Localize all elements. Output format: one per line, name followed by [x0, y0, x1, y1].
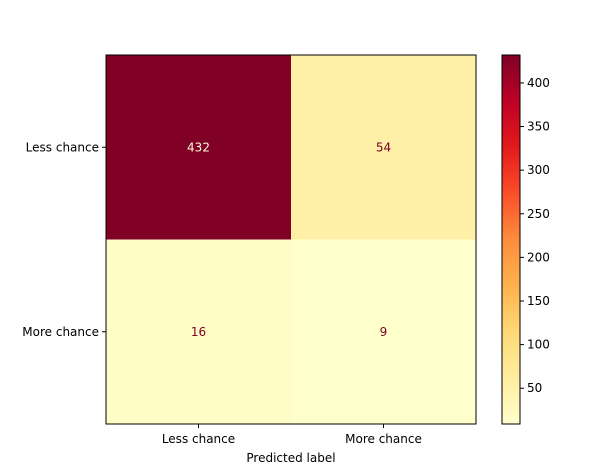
colorbar-tick-label: 100 [527, 338, 550, 352]
x-axis: Less chance More chance [162, 424, 422, 446]
heatmap-cell [106, 239, 292, 425]
plot-frame [105, 54, 477, 425]
y-tick-label: Less chance [26, 140, 99, 154]
y-tick-label: More chance [22, 325, 99, 339]
y-axis: Less chance More chance [22, 140, 106, 339]
colorbar-tick-label: 350 [527, 120, 550, 134]
cell-value-label: 54 [376, 140, 391, 154]
x-tick-label: Less chance [162, 432, 235, 446]
colorbar-tick-label: 200 [527, 250, 550, 264]
cell-value-labels: 432 54 16 9 [187, 140, 391, 339]
colorbar [501, 54, 521, 425]
heatmap-cells [106, 55, 477, 425]
colorbar-tick-label: 50 [527, 381, 542, 395]
colorbar-tick-label: 250 [527, 207, 550, 221]
cell-value-label: 16 [191, 325, 206, 339]
heatmap-cell [291, 55, 477, 240]
x-tick-label: More chance [345, 432, 422, 446]
x-axis-label: Predicted label [246, 451, 335, 465]
colorbar-tick-label: 300 [527, 163, 550, 177]
heatmap-cell [291, 239, 477, 425]
cell-value-label: 432 [187, 140, 210, 154]
colorbar-axis: 50 100 150 200 250 300 350 400 [520, 76, 550, 395]
heatmap-cell [106, 55, 292, 240]
colorbar-tick-label: 400 [527, 76, 550, 90]
cell-value-label: 9 [380, 325, 388, 339]
colorbar-tick-label: 150 [527, 294, 550, 308]
